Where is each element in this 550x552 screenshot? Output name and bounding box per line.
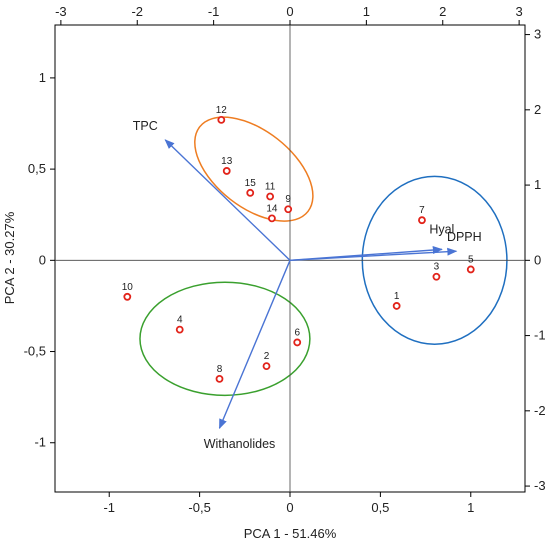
point-label-12: 12 xyxy=(216,105,228,116)
y-tick-label: 0 xyxy=(39,252,46,267)
top-tick-label: 3 xyxy=(516,4,523,19)
right-tick-label: -3 xyxy=(534,478,546,493)
point-label-1: 1 xyxy=(394,291,400,302)
loading-label-hyal: Hyal xyxy=(429,222,454,236)
point-label-2: 2 xyxy=(264,351,270,362)
point-label-8: 8 xyxy=(217,364,223,375)
top-tick-label: -1 xyxy=(208,4,220,19)
loading-arrow-dpph xyxy=(289,247,458,262)
point-2 xyxy=(262,362,271,371)
top-tick-label: -3 xyxy=(55,4,67,19)
clusters-layer xyxy=(139,116,508,397)
point-label-6: 6 xyxy=(294,327,300,338)
point-7 xyxy=(418,216,426,225)
point-13 xyxy=(222,167,231,175)
x-tick-label: 0,5 xyxy=(371,500,389,515)
x-tick-label: -1 xyxy=(103,500,115,515)
x-tick-label: -0,5 xyxy=(188,500,210,515)
cluster-ellipse-2 xyxy=(139,281,311,397)
top-tick-label: 1 xyxy=(363,4,370,19)
loading-arrow-withanolides xyxy=(218,260,291,430)
point-8 xyxy=(215,374,224,383)
y-tick-label: 0,5 xyxy=(28,161,46,176)
point-11 xyxy=(266,192,275,201)
x-axis-title: PCA 1 - 51.46% xyxy=(244,526,337,541)
top-tick-label: 2 xyxy=(439,4,446,19)
loading-label-withanolides: Withanolides xyxy=(204,437,276,451)
right-tick-label: -1 xyxy=(534,328,546,343)
point-4 xyxy=(175,325,184,334)
point-6 xyxy=(293,338,302,347)
right-tick-label: 3 xyxy=(534,27,541,42)
x-tick-label: 0 xyxy=(286,500,293,515)
point-label-13: 13 xyxy=(221,156,233,167)
x-tick-label: 1 xyxy=(467,500,474,515)
point-label-4: 4 xyxy=(177,315,183,326)
right-tick-label: -2 xyxy=(534,403,546,418)
point-1 xyxy=(392,302,401,310)
point-10 xyxy=(123,292,132,301)
loading-label-tpc: TPC xyxy=(133,119,158,133)
top-tick-label: 0 xyxy=(286,4,293,19)
y-tick-label: 1 xyxy=(39,70,46,85)
point-3 xyxy=(432,272,441,281)
point-label-9: 9 xyxy=(285,194,291,205)
y-tick-label: -1 xyxy=(34,435,46,450)
point-label-11: 11 xyxy=(265,181,276,192)
loading-arrow-tpc xyxy=(164,139,291,261)
point-15 xyxy=(246,188,255,197)
crosshair-layer xyxy=(55,25,525,492)
loading-label-dpph: DPPH xyxy=(447,230,482,244)
right-tick-label: 1 xyxy=(534,177,541,192)
point-12 xyxy=(217,115,226,124)
cluster-ellipse-1 xyxy=(194,116,314,222)
point-14 xyxy=(268,214,276,223)
point-label-15: 15 xyxy=(245,178,257,189)
point-label-7: 7 xyxy=(419,205,425,216)
ticks-layer: -1 -0,5 0 0,5 110,50-0,5-1-3 -2 -1 0 1 2 33210-1-2… xyxy=(24,4,546,515)
y-axis-title: PCA 2 - 30.27% xyxy=(2,211,17,304)
right-tick-label: 0 xyxy=(534,252,541,267)
top-tick-label: -2 xyxy=(131,4,143,19)
y-tick-label: -0,5 xyxy=(24,344,46,359)
point-9 xyxy=(284,205,293,214)
point-label-10: 10 xyxy=(122,282,134,293)
point-label-14: 14 xyxy=(266,203,278,214)
right-tick-label: 2 xyxy=(534,102,541,117)
point-label-3: 3 xyxy=(434,262,440,273)
point-label-5: 5 xyxy=(468,254,474,265)
point-5 xyxy=(466,265,475,274)
